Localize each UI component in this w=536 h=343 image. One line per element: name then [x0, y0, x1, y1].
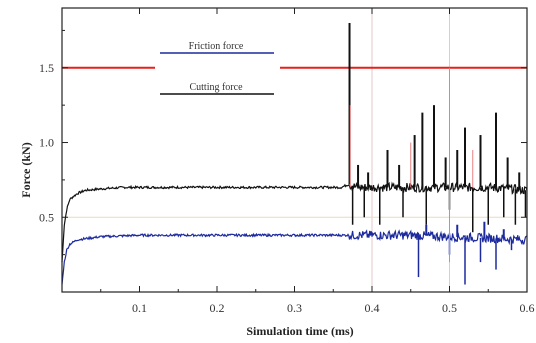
- x-tick-label-4: 0.5: [442, 301, 457, 315]
- x-tick-label-1: 0.2: [210, 301, 225, 315]
- x-tick-label-2: 0.3: [287, 301, 302, 315]
- y-axis-title: Force (kN): [19, 142, 33, 197]
- chart-legend: Friction force Cutting force: [155, 33, 280, 108]
- series-group: [61, 22, 528, 285]
- series-line-cutting-force: [61, 181, 528, 263]
- legend-label-friction: Friction force: [189, 41, 244, 52]
- y-tick-label-0: 0.5: [39, 210, 54, 224]
- legend-background: [155, 33, 280, 108]
- x-tick-label-3: 0.4: [365, 301, 380, 315]
- legend-label-cutting: Cutting force: [189, 82, 243, 93]
- x-tick-label-0: 0.1: [132, 301, 147, 315]
- y-tick-label-2: 1.5: [39, 61, 54, 75]
- series-line-friction-force: [61, 229, 528, 285]
- x-tick-label-5: 0.6: [520, 301, 535, 315]
- x-axis-title: Simulation time (ms): [246, 324, 353, 338]
- chart-ticks: 0.1 0.2 0.3 0.4 0.5 0.6 0.5 1.0 1.5: [39, 8, 535, 315]
- y-tick-label-1: 1.0: [39, 136, 54, 150]
